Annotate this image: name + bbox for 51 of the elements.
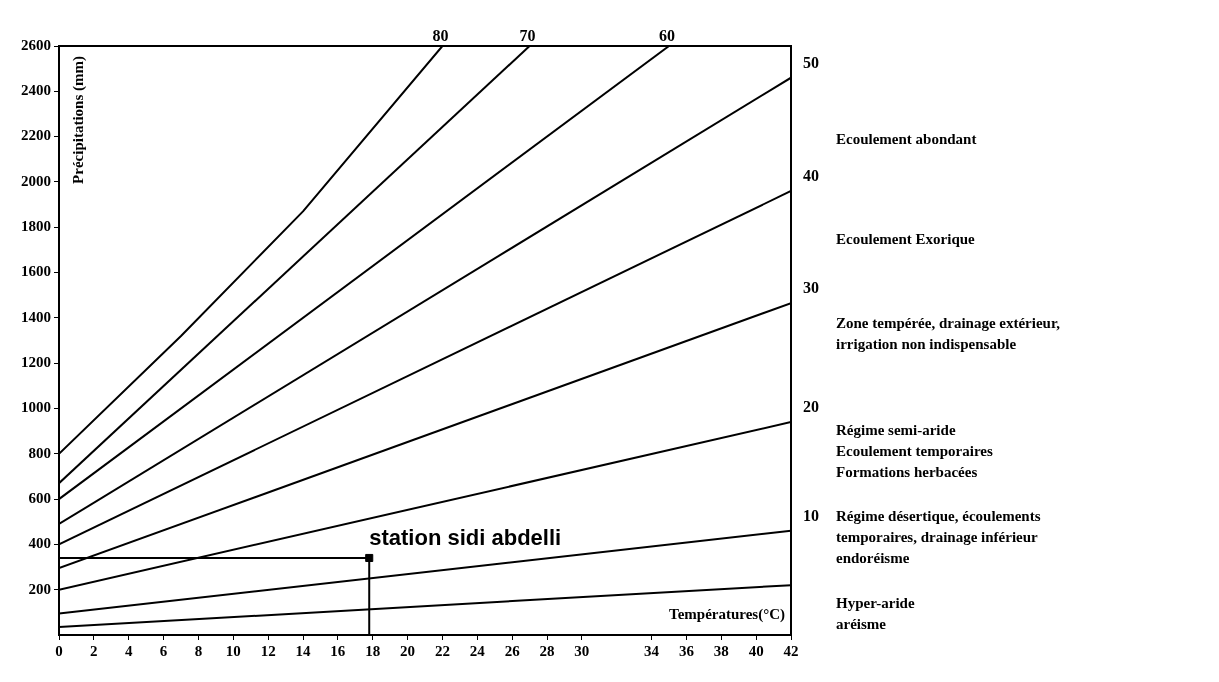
y-tick-label: 2200: [21, 127, 51, 144]
series-label: 60: [659, 27, 675, 45]
x-tick-label: 18: [365, 642, 381, 659]
x-tick-label: 10: [225, 642, 241, 659]
x-tick-label: 20: [400, 642, 416, 659]
x-tick-label: 26: [504, 642, 521, 659]
y-tick-label: 600: [28, 489, 51, 506]
x-tick-label: 0: [55, 642, 63, 659]
y-tick-label: 1000: [21, 399, 51, 416]
x-tick-label: 34: [644, 642, 660, 659]
x-tick-label: 4: [124, 642, 133, 659]
x-tick-label: 24: [469, 642, 486, 659]
x-tick-label: 8: [194, 642, 203, 659]
y-tick-label: 1200: [21, 354, 51, 371]
y-tick-label: 1600: [21, 263, 51, 280]
text: Régime semi-aride Ecoulement temporaires Formations herbacées: [836, 422, 993, 481]
x-tick-label: 40: [748, 642, 764, 659]
text: Régime désertique, écoulements temporaires, drainage inférieur endoréisme: [836, 507, 1041, 566]
y-axis-title: Précipitations (mm): [70, 56, 88, 184]
x-tick-label: 2: [90, 642, 98, 659]
y-tick-label: 200: [28, 580, 51, 597]
series-label: 20: [803, 398, 819, 416]
series-label: 30: [803, 279, 819, 297]
x-tick-label: 12: [260, 642, 276, 659]
x-tick-label: 6: [159, 642, 168, 659]
x-tick-label: 36: [678, 642, 695, 659]
series-label: 80: [432, 27, 449, 45]
series-label: 50: [803, 53, 819, 71]
x-tick-label: 22: [434, 642, 450, 659]
x-tick-label: 30: [574, 642, 590, 659]
text: Zone tempérée, drainage extérieur, irrigation non indispensable: [836, 314, 1061, 352]
series-label: 10: [803, 506, 819, 524]
text: Hyper-aride aréisme: [836, 594, 915, 632]
x-axis-title: Températures(°C): [669, 606, 785, 624]
y-tick-label: 2400: [21, 82, 51, 99]
x-tick-label: 42: [783, 642, 799, 659]
series-label: station sidi abdelli: [369, 525, 562, 551]
y-tick-label: 2600: [21, 36, 51, 53]
x-tick-label: 14: [295, 642, 311, 659]
y-tick-label: 1400: [21, 308, 51, 325]
text: Ecoulement abondant: [836, 131, 977, 148]
y-tick-label: 1800: [21, 218, 51, 235]
y-tick-label: 400: [28, 535, 51, 552]
x-tick-label: 28: [539, 642, 555, 659]
y-tick-label: 2000: [21, 172, 51, 189]
y-tick-label: 800: [28, 444, 51, 461]
series-label: 70: [519, 27, 536, 45]
x-tick-label: 38: [713, 642, 729, 659]
text: Ecoulement Exorique: [836, 231, 976, 248]
series-label: 40: [803, 167, 819, 185]
x-tick-label: 16: [330, 642, 346, 659]
